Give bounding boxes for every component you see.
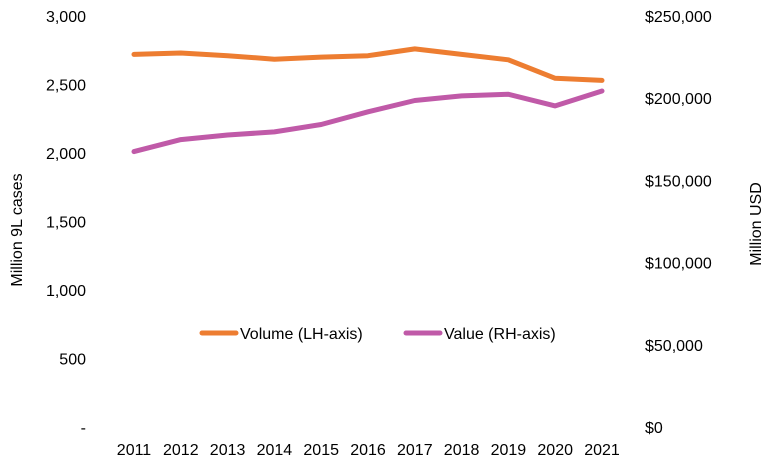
series-lines xyxy=(131,46,605,155)
right-axis-tick-label: $250,000 xyxy=(645,9,712,26)
left-axis-title: Million 9L cases xyxy=(9,173,26,286)
left-axis-tick-label: 2,500 xyxy=(46,78,86,95)
left-axis-ticks: - 500 1,000 1,500 2,000 2,500 3,000 xyxy=(46,9,86,437)
right-axis-tick-label: $200,000 xyxy=(645,91,712,108)
legend: Volume (LH-axis) Value (RH-axis) xyxy=(199,326,556,343)
x-axis-tick-label: 2018 xyxy=(444,442,480,459)
legend-label-value: Value (RH-axis) xyxy=(444,326,556,343)
left-axis-tick-label: 3,000 xyxy=(46,9,86,26)
x-axis-tick-label: 2016 xyxy=(350,442,386,459)
x-axis-tick-label: 2017 xyxy=(397,442,433,459)
x-axis-tick-label: 2011 xyxy=(117,442,152,459)
right-axis-tick-label: $0 xyxy=(645,420,663,437)
x-axis-tick-label: 2021 xyxy=(584,442,620,459)
series-line-volume xyxy=(131,46,605,83)
legend-label-volume: Volume (LH-axis) xyxy=(240,326,363,343)
right-axis-tick-label: $100,000 xyxy=(645,256,712,273)
x-axis-ticks: 2011 2012 2013 2014 2015 2016 2017 2018 2019 2020… xyxy=(117,442,620,459)
right-axis-tick-label: $50,000 xyxy=(645,338,703,355)
left-axis-tick-label: 2,000 xyxy=(46,146,86,163)
x-axis-tick-label: 2013 xyxy=(210,442,246,459)
x-axis-tick-label: 2019 xyxy=(491,442,527,459)
series-line-value xyxy=(131,88,605,155)
left-axis-tick-label: 1,500 xyxy=(46,215,86,232)
x-axis-tick-label: 2015 xyxy=(303,442,339,459)
x-axis-tick-label: 2020 xyxy=(537,442,573,459)
left-axis-tick-label: 500 xyxy=(59,352,86,369)
right-axis-tick-label: $150,000 xyxy=(645,173,712,190)
right-axis-ticks: $0 $50,000 $100,000 $150,000 $200,000 $250,00… xyxy=(645,9,712,437)
x-axis-tick-label: 2014 xyxy=(257,442,293,459)
x-axis-tick-label: 2012 xyxy=(163,442,199,459)
left-axis-tick-label: - xyxy=(81,420,86,437)
right-axis-title: Million USD xyxy=(748,182,765,266)
left-axis-tick-label: 1,000 xyxy=(46,283,86,300)
